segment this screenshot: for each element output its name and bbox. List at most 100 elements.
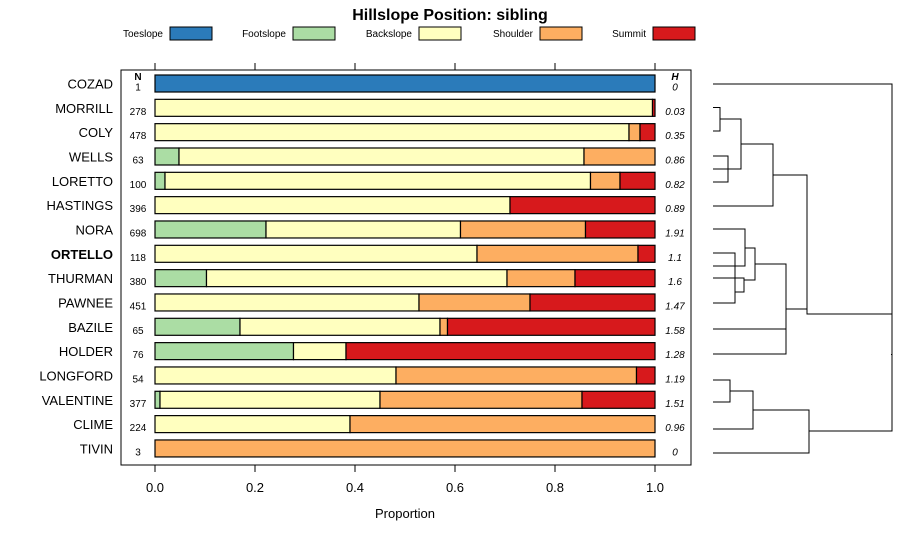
h-value-cozad: 0 — [672, 83, 678, 94]
bar-coly-shoulder — [628, 123, 641, 142]
n-value-cozad: 1 — [135, 83, 141, 94]
bar-bazile-shoulder — [439, 317, 449, 336]
bar-morrill-summit — [651, 98, 656, 117]
bar-thurman-summit — [574, 269, 656, 288]
n-value-wells: 63 — [132, 155, 144, 166]
n-value-pawnee: 451 — [130, 301, 147, 312]
n-values: 1 278 478 63 100 396 698 118 380 451 65 76 54 377 224 3 — [130, 83, 147, 459]
bar-thurman-footslope — [154, 269, 208, 288]
legend-swatch-shoulder — [539, 26, 583, 41]
h-values: 0 0.03 0.35 0.86 0.82 0.89 1.91 1.1 1.6 1.47 1.58 1… — [665, 83, 685, 459]
bar-ortello-backslope — [154, 244, 478, 263]
chart-title: Hillslope Position: sibling — [352, 7, 548, 24]
bar-clime-shoulder — [349, 415, 656, 434]
bar-tivin-shoulder — [154, 439, 656, 458]
bar-wells-footslope — [154, 147, 180, 166]
bar-nora-backslope — [265, 220, 462, 239]
bar-ortello-shoulder — [476, 244, 639, 263]
x-axis-ticks: 0.0 0.2 0.4 0.6 0.8 1.0 — [146, 63, 664, 495]
h-value-hastings: 0.89 — [665, 204, 685, 215]
dendrogram-branch-10 — [713, 379, 731, 403]
category-label-bazile: BAZILE — [68, 320, 113, 335]
n-header: N — [134, 72, 141, 83]
plot-frame — [120, 69, 692, 466]
h-value-pawnee: 1.47 — [665, 301, 685, 312]
dendrogram-branch-13 — [809, 279, 893, 432]
legend-label-footslope: Footslope — [242, 29, 286, 40]
category-label-nora: NORA — [75, 222, 113, 237]
bar-hastings-summit — [509, 196, 656, 215]
h-value-holder: 1.28 — [665, 350, 685, 361]
x-axis-label: Proportion — [375, 506, 435, 521]
category-label-thurman: THURMAN — [48, 271, 113, 286]
bar-pawnee-backslope — [154, 293, 420, 312]
n-value-valentine: 377 — [130, 399, 147, 410]
dendrogram-branch-5 — [713, 228, 746, 267]
n-value-bazile: 65 — [132, 326, 144, 337]
x-tick-label-1: 0.2 — [246, 480, 264, 495]
h-value-ortello: 1.1 — [668, 253, 682, 264]
category-label-pawnee: PAWNEE — [58, 295, 113, 310]
h-header: H — [671, 72, 679, 83]
legend-swatch-summit — [652, 26, 696, 41]
x-tick-label-5: 1.0 — [646, 480, 664, 495]
bar-nora-shoulder — [459, 220, 587, 239]
n-value-hastings: 396 — [130, 204, 147, 215]
bar-longford-backslope — [154, 366, 397, 385]
n-value-morrill: 278 — [130, 107, 147, 118]
h-value-loretto: 0.82 — [665, 180, 685, 191]
bar-valentine-footslope — [154, 390, 161, 409]
category-label-ortello: ORTELLO — [51, 247, 113, 262]
h-value-clime: 0.96 — [665, 423, 685, 434]
dendrogram-branch-7 — [744, 247, 756, 281]
x-tick-label-2: 0.4 — [346, 480, 364, 495]
legend: Toeslope Footslope Backslope Shoulder Summit — [123, 26, 696, 41]
category-label-holder: HOLDER — [59, 344, 113, 359]
legend-label-shoulder: Shoulder — [493, 29, 534, 40]
n-value-thurman: 380 — [130, 277, 147, 288]
dendrogram-branch-1 — [713, 107, 721, 132]
h-value-thurman: 1.6 — [668, 277, 682, 288]
bar-thurman-shoulder — [506, 269, 576, 288]
n-value-holder: 76 — [132, 350, 144, 361]
bar-valentine-summit — [581, 390, 656, 409]
x-tick-label-0: 0.0 — [146, 480, 164, 495]
bar-bazile-summit — [446, 317, 656, 336]
legend-label-toeslope: Toeslope — [123, 29, 163, 40]
category-label-hastings: HASTINGS — [47, 198, 114, 213]
h-value-tivin: 0 — [672, 447, 678, 458]
bar-loretto-backslope — [164, 171, 592, 190]
category-label-cozad: COZAD — [68, 77, 114, 92]
h-value-morrill: 0.03 — [665, 107, 685, 118]
category-label-wells: WELLS — [69, 149, 113, 164]
legend-label-summit: Summit — [612, 29, 646, 40]
category-label-longford: LONGFORD — [39, 368, 113, 383]
bar-valentine-backslope — [159, 390, 381, 409]
n-value-ortello: 118 — [130, 253, 146, 264]
dendrogram-branch-3 — [713, 143, 774, 207]
h-value-coly: 0.35 — [665, 131, 685, 142]
n-value-loretto: 100 — [130, 180, 147, 191]
x-tick-label-3: 0.6 — [446, 480, 464, 495]
bar-bazile-backslope — [239, 317, 441, 336]
category-label-clime: CLIME — [73, 417, 113, 432]
n-value-clime: 224 — [130, 423, 147, 434]
bar-loretto-summit — [619, 171, 656, 190]
bar-nora-summit — [584, 220, 656, 239]
category-label-loretto: LORETTO — [52, 174, 113, 189]
legend-swatch-footslope — [292, 26, 336, 41]
n-value-coly: 478 — [130, 131, 147, 142]
bar-thurman-backslope — [205, 269, 508, 288]
dendrogram-branch-6 — [713, 252, 745, 304]
bar-coly-summit — [639, 123, 656, 142]
category-label-morrill: MORRILL — [55, 101, 113, 116]
bar-holder-summit — [345, 342, 656, 361]
bar-coly-backslope — [154, 123, 630, 142]
dendrogram-branch-2 — [713, 118, 742, 183]
bar-longford-shoulder — [395, 366, 638, 385]
h-value-longford: 1.19 — [665, 374, 685, 385]
dendrogram — [713, 83, 893, 454]
h-value-wells: 0.86 — [665, 155, 685, 166]
n-value-nora: 698 — [130, 228, 147, 239]
bar-pawnee-shoulder — [418, 293, 531, 312]
